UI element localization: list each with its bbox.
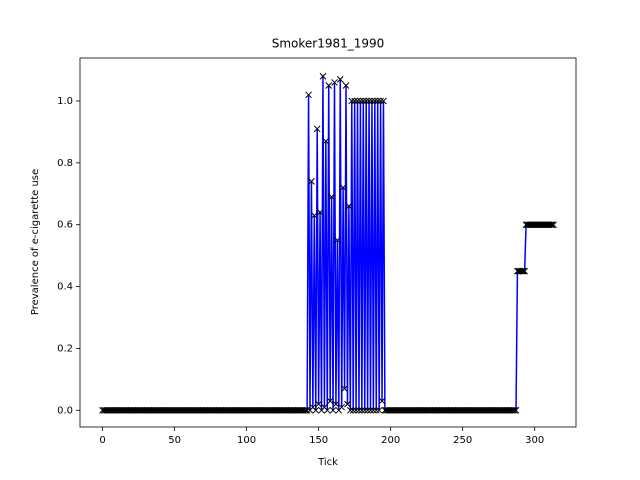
data-point <box>338 403 346 411</box>
data-point <box>341 385 348 392</box>
chart-title: Smoker1981_1990 <box>272 37 385 51</box>
y-tick-label: 0.8 <box>57 158 73 169</box>
data-point <box>374 97 382 105</box>
data-point <box>362 97 370 105</box>
data-point <box>315 400 322 408</box>
data-point <box>312 406 320 414</box>
data-point <box>308 178 315 185</box>
x-axis-label: Tick <box>317 457 338 468</box>
data-point <box>319 72 327 80</box>
data-point <box>518 267 526 275</box>
x-tick-label: 200 <box>381 435 400 446</box>
x-tick-label: 150 <box>309 435 328 446</box>
data-point <box>361 406 369 414</box>
data-point <box>349 406 357 414</box>
data-point <box>367 406 374 414</box>
data-point <box>378 397 386 405</box>
y-tick-label: 0.0 <box>57 405 73 416</box>
y-tick-label: 0.4 <box>57 282 73 293</box>
data-point <box>345 202 353 210</box>
data-point <box>322 137 330 145</box>
data-point <box>372 406 380 414</box>
data-point <box>377 97 384 105</box>
x-tick-label: 0 <box>99 435 105 446</box>
data-point <box>375 406 383 414</box>
data-point <box>368 97 376 105</box>
data-point <box>511 406 518 414</box>
x-tick-label: 50 <box>168 435 181 446</box>
y-tick-label: 0.2 <box>57 343 73 354</box>
data-point <box>509 406 517 414</box>
data-point <box>300 406 308 414</box>
data-point <box>371 97 379 105</box>
data-point <box>316 208 324 216</box>
y-tick-label: 1.0 <box>57 96 73 107</box>
data-point <box>351 97 359 105</box>
data-point <box>303 406 311 414</box>
data-point <box>354 97 361 105</box>
data-point <box>358 406 366 414</box>
x-tick-label: 300 <box>525 435 544 446</box>
data-line <box>102 76 554 412</box>
data-point <box>365 97 373 105</box>
plot-frame <box>79 57 577 428</box>
data-point <box>550 221 557 229</box>
data-point <box>329 406 337 414</box>
data-point <box>357 97 364 105</box>
data-point <box>310 212 318 219</box>
data-point <box>512 406 520 414</box>
data-point <box>348 97 356 105</box>
data-point <box>548 221 556 229</box>
y-axis-label: Prevalence of e-cigarette use <box>30 169 41 315</box>
x-tick-label: 250 <box>453 435 472 446</box>
data-point <box>328 193 335 201</box>
data-point <box>344 400 351 408</box>
data-point <box>305 91 312 99</box>
data-point <box>355 406 363 414</box>
data-point <box>364 406 371 414</box>
data-point <box>334 236 341 244</box>
data-point <box>331 79 338 86</box>
data-point <box>336 75 344 83</box>
data-point <box>521 267 528 275</box>
data-point <box>370 406 377 414</box>
data-point <box>332 400 340 408</box>
data-point <box>380 97 387 105</box>
data-point <box>519 267 527 275</box>
data-point <box>352 406 360 414</box>
x-tick-label: 100 <box>237 435 256 446</box>
data-point <box>346 406 354 414</box>
data-point <box>325 82 333 89</box>
data-point <box>339 184 347 191</box>
data-point <box>323 406 331 414</box>
data-point <box>326 397 334 405</box>
data-point <box>342 82 350 89</box>
data-point <box>359 97 367 105</box>
data-point <box>313 125 321 133</box>
data-point <box>547 221 554 229</box>
y-tick-label: 0.6 <box>57 220 73 231</box>
